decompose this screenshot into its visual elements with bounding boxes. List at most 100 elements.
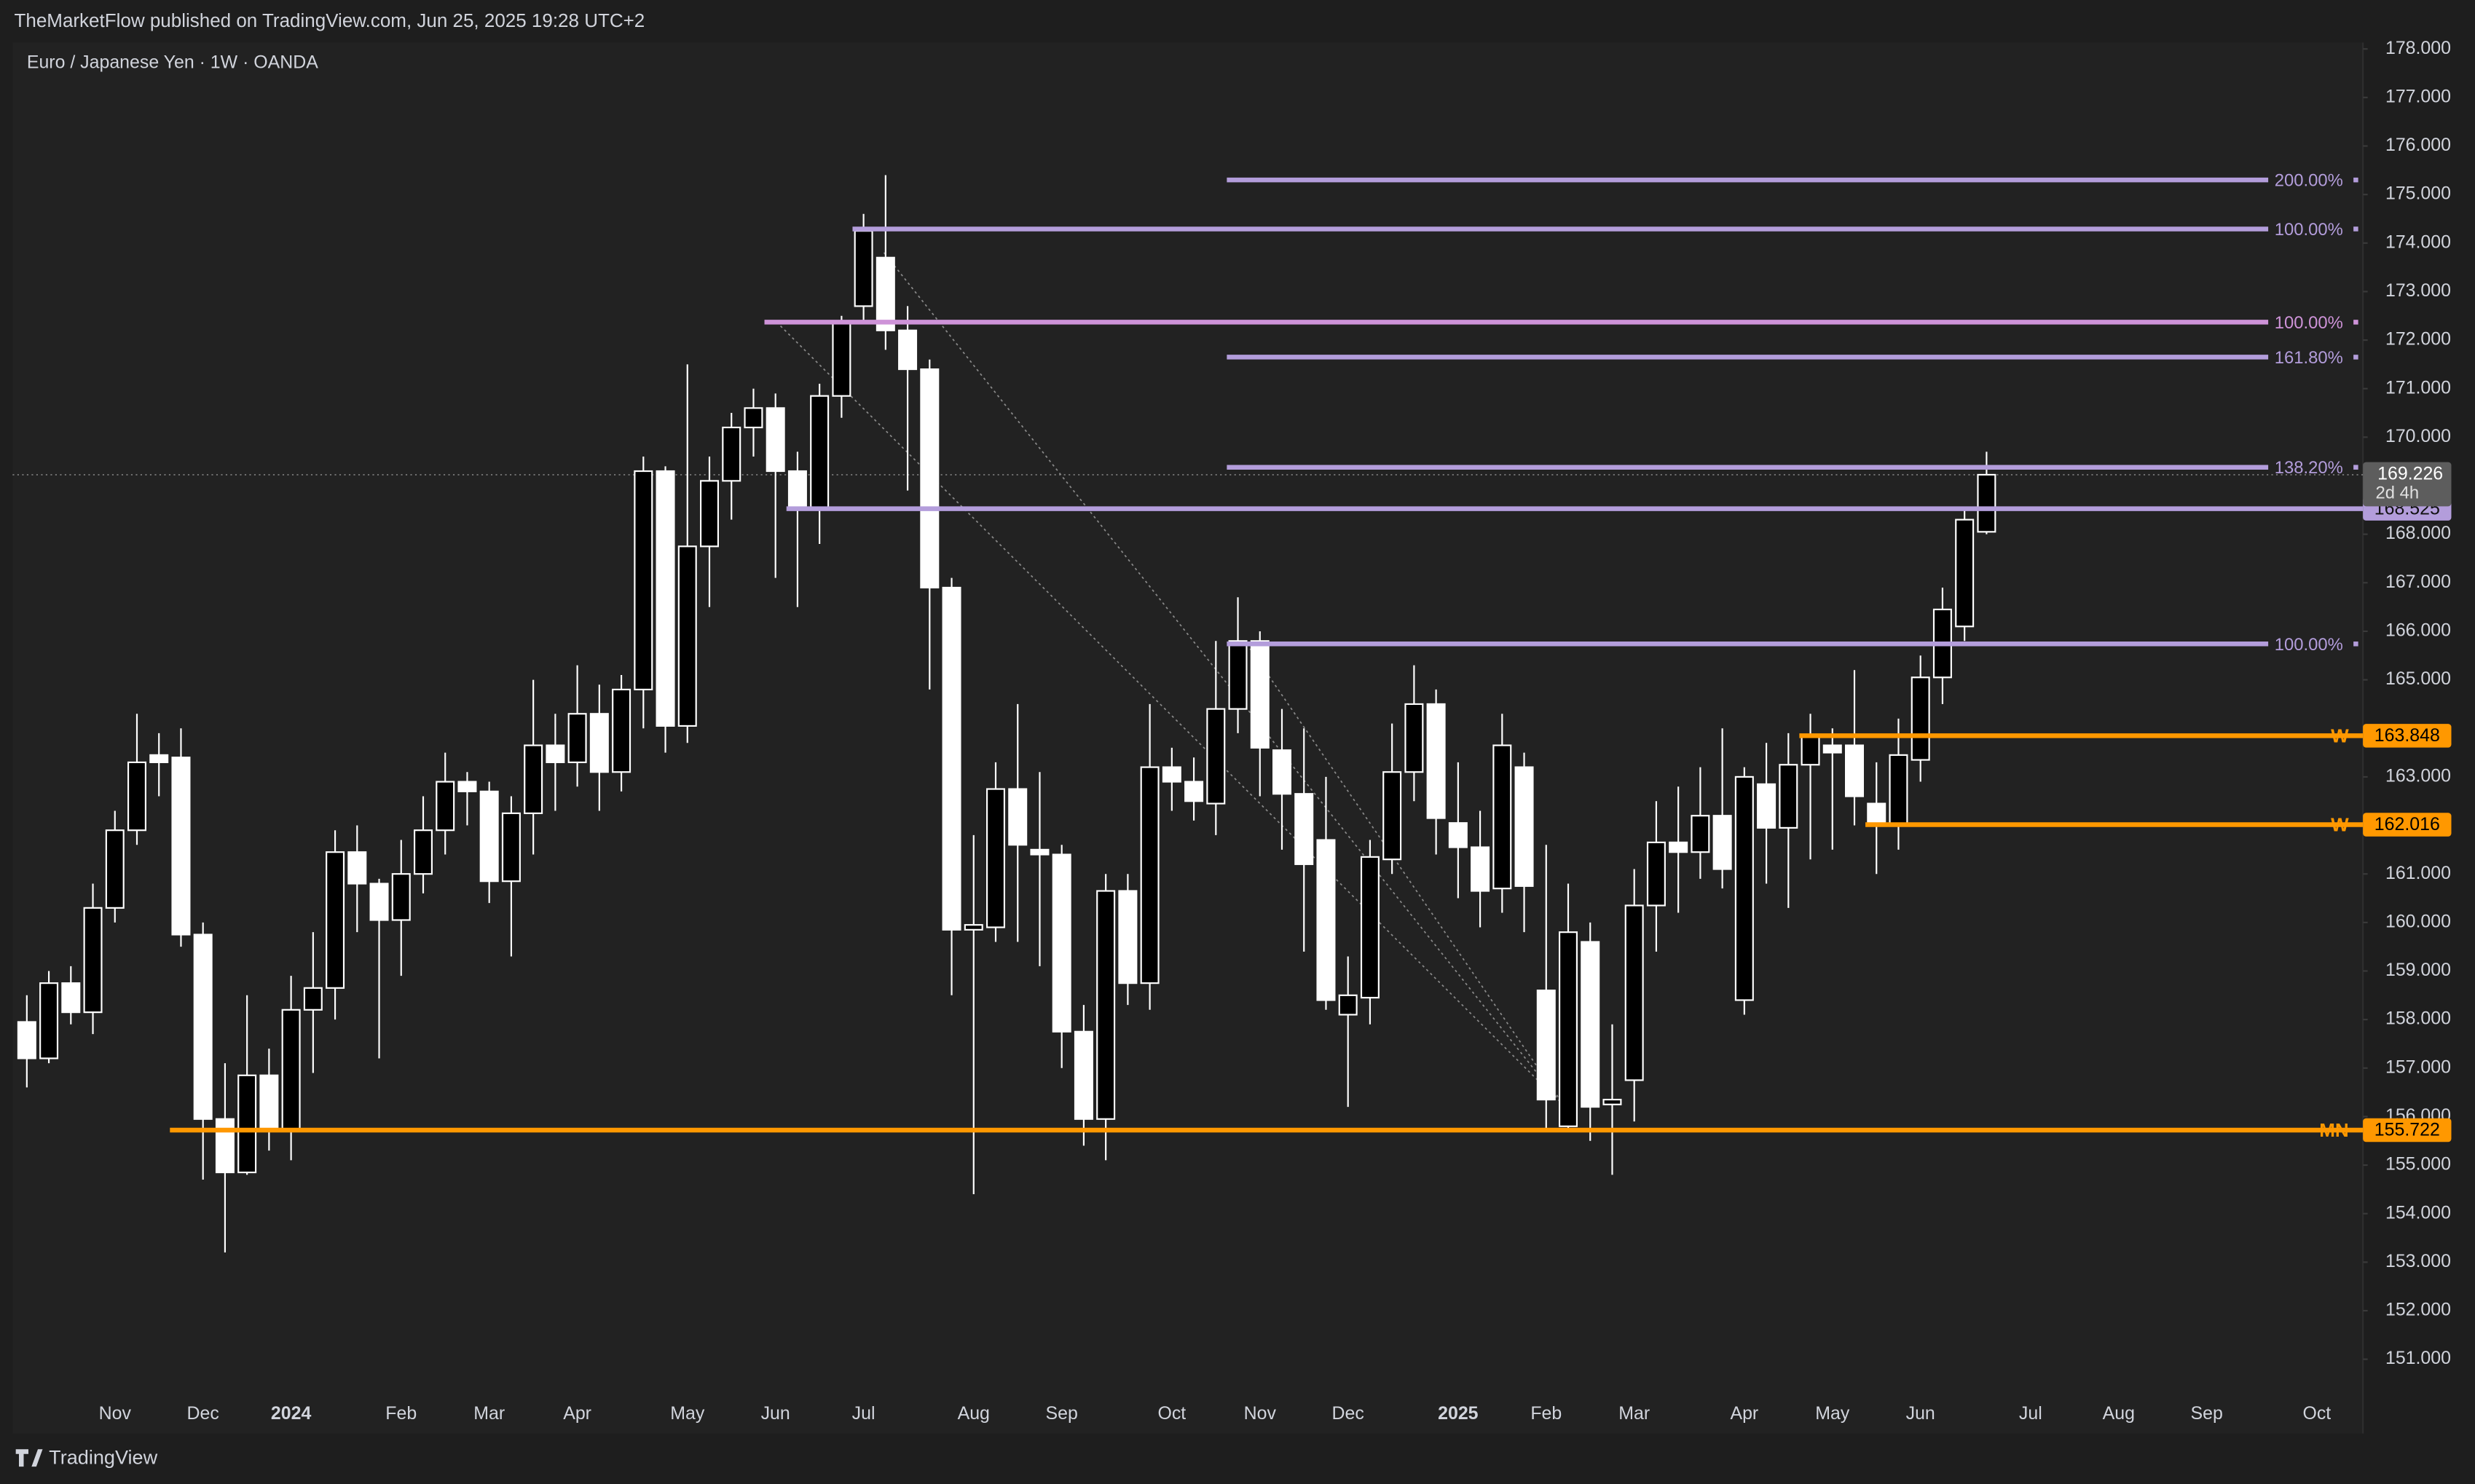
x-tick-label: Jul <box>2019 1403 2042 1424</box>
level-marker <box>2353 642 2358 647</box>
y-tick-label: 170.000 <box>2385 426 2451 446</box>
candle-body <box>105 829 125 909</box>
candle-body <box>589 713 609 773</box>
candle-body <box>1867 802 1886 826</box>
candle-body <box>1272 749 1292 795</box>
candle-body <box>457 781 477 792</box>
candle-body <box>303 987 323 1011</box>
price-box-label: 162.016 <box>2374 814 2440 834</box>
candle-body <box>787 470 807 511</box>
candle-body <box>1360 856 1380 999</box>
candle-body <box>237 1074 257 1174</box>
candle-body <box>942 586 961 931</box>
candle-body <box>193 934 213 1120</box>
candle-body <box>1206 708 1226 805</box>
x-tick-label: Feb <box>385 1403 417 1424</box>
x-tick-label: Dec <box>1332 1403 1364 1424</box>
candle-body <box>1228 640 1248 710</box>
candle-body <box>1602 1099 1622 1105</box>
candle-body <box>1955 518 1975 628</box>
x-tick-label: Jun <box>761 1403 790 1424</box>
candle-body <box>1757 783 1776 829</box>
candle-body <box>501 812 521 883</box>
price-box-label: 163.848 <box>2374 725 2440 746</box>
candle-body <box>1471 846 1490 892</box>
y-tick-label: 166.000 <box>2385 620 2451 641</box>
x-tick-label: Aug <box>958 1403 990 1424</box>
candle-body <box>1118 890 1138 984</box>
level-label: 200.00% <box>2275 171 2343 191</box>
candle-body <box>1514 766 1534 887</box>
y-tick-label: 155.000 <box>2385 1154 2451 1175</box>
candle-body <box>391 873 411 921</box>
level-marker <box>2353 226 2358 232</box>
candle-body <box>722 426 741 482</box>
y-tick-label: 152.000 <box>2385 1300 2451 1320</box>
candle-body <box>1779 764 1798 829</box>
x-tick-label: Oct <box>1157 1403 1186 1424</box>
candle-body <box>413 829 433 875</box>
candle-body <box>1911 676 1930 761</box>
level-label: 100.00% <box>2275 313 2343 333</box>
y-tick-label: 153.000 <box>2385 1251 2451 1271</box>
price-box <box>2363 724 2452 748</box>
y-tick-label: 167.000 <box>2385 572 2451 592</box>
candle-body <box>744 407 763 429</box>
x-tick-label: May <box>670 1403 705 1424</box>
level-marker <box>2353 320 2358 325</box>
candle-body <box>964 924 983 931</box>
level-label: 100.00% <box>2275 220 2343 240</box>
candle-body <box>347 851 367 885</box>
candle-body <box>612 688 631 773</box>
brand[interactable]: TradingView <box>49 1445 157 1468</box>
candle-body <box>1162 766 1181 783</box>
candle-body <box>677 545 697 727</box>
symbol-title[interactable]: Euro / Japanese Yen · 1W · OANDA <box>27 52 318 72</box>
x-tick-label: Nov <box>99 1403 132 1424</box>
y-tick-label: 161.000 <box>2385 863 2451 883</box>
candle-body <box>1559 931 1578 1127</box>
candle-body <box>1096 890 1116 1120</box>
level-label: MN <box>2319 1119 2348 1141</box>
logo-icon <box>15 1449 43 1467</box>
candle-body <box>281 1009 301 1132</box>
x-tick-label: 2025 <box>1438 1403 1479 1424</box>
candle-body <box>898 329 918 371</box>
candle-body <box>1448 822 1468 848</box>
candle-body <box>1140 766 1160 984</box>
candle-body <box>1250 640 1270 749</box>
candle-body <box>699 480 720 548</box>
x-tick-label: Nov <box>1244 1403 1277 1424</box>
candle-body <box>83 907 103 1014</box>
candle-body <box>876 256 895 331</box>
x-tick-label: Oct <box>2302 1403 2331 1424</box>
candle-body <box>1845 744 1865 797</box>
x-tick-label: Mar <box>1618 1403 1650 1424</box>
y-tick-label: 151.000 <box>2385 1348 2451 1368</box>
candle-body <box>149 754 169 763</box>
y-tick-label: 154.000 <box>2385 1202 2451 1223</box>
candle-body <box>1184 781 1204 802</box>
candle-body <box>369 883 389 921</box>
candle-body <box>171 757 191 936</box>
candle-body <box>1822 744 1842 754</box>
x-tick-label: Dec <box>187 1403 219 1424</box>
candle-body <box>1492 744 1512 890</box>
candle-body <box>1646 841 1666 907</box>
candle-body <box>985 788 1006 928</box>
candle-body <box>1074 1030 1093 1120</box>
x-tick-label: Jun <box>1906 1403 1935 1424</box>
price-box-label: 155.722 <box>2374 1120 2440 1140</box>
candle-body <box>17 1021 36 1059</box>
y-tick-label: 177.000 <box>2385 86 2451 106</box>
candle-body <box>1536 990 1556 1101</box>
candle-body <box>1426 703 1446 819</box>
y-tick-label: 163.000 <box>2385 765 2451 786</box>
level-label: 138.20% <box>2275 458 2343 478</box>
candle-body <box>1691 815 1710 853</box>
level-label: W <box>2331 814 2349 836</box>
candle-body <box>326 851 345 989</box>
candle-body <box>1052 853 1071 1033</box>
trend-lines <box>776 252 1567 1109</box>
